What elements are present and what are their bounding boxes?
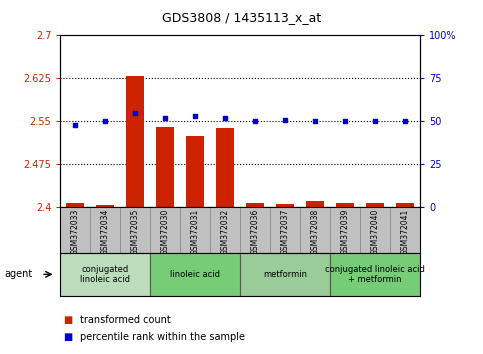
Bar <box>330 253 420 296</box>
Bar <box>241 253 330 296</box>
Bar <box>390 207 420 253</box>
Point <box>131 110 139 115</box>
Bar <box>180 207 210 253</box>
Text: transformed count: transformed count <box>80 315 170 325</box>
Bar <box>97 205 114 207</box>
Point <box>221 115 229 121</box>
Bar <box>150 253 240 296</box>
Text: conjugated linoleic acid
+ metformin: conjugated linoleic acid + metformin <box>325 265 425 284</box>
Bar <box>127 76 144 207</box>
Text: GSM372032: GSM372032 <box>221 209 230 255</box>
Bar <box>330 207 360 253</box>
Text: percentile rank within the sample: percentile rank within the sample <box>80 332 245 342</box>
Bar <box>216 128 234 207</box>
Text: ■: ■ <box>63 315 72 325</box>
Bar <box>306 201 324 207</box>
Point <box>71 122 79 127</box>
Text: conjugated
linoleic acid: conjugated linoleic acid <box>80 265 130 284</box>
Point <box>161 115 169 121</box>
Text: GSM372031: GSM372031 <box>191 209 200 255</box>
Point <box>252 119 259 124</box>
Point <box>191 113 199 119</box>
Text: GSM372037: GSM372037 <box>281 209 290 255</box>
Bar <box>276 204 294 207</box>
Bar <box>66 202 85 207</box>
Text: GSM372035: GSM372035 <box>131 209 140 255</box>
Bar <box>366 203 384 207</box>
Bar <box>360 207 390 253</box>
Text: agent: agent <box>5 269 33 279</box>
Text: GSM372030: GSM372030 <box>161 209 170 255</box>
Point <box>341 119 349 124</box>
Text: metformin: metformin <box>263 270 307 279</box>
Text: GSM372040: GSM372040 <box>371 209 380 255</box>
Text: GSM372038: GSM372038 <box>311 209 320 255</box>
Point <box>371 119 379 124</box>
Bar <box>90 207 120 253</box>
Bar <box>210 207 240 253</box>
Bar <box>396 202 414 207</box>
Bar <box>60 207 90 253</box>
Bar <box>241 207 270 253</box>
Bar <box>60 253 150 296</box>
Point <box>401 119 409 124</box>
Text: linoleic acid: linoleic acid <box>170 270 220 279</box>
Point <box>312 119 319 124</box>
Text: GDS3808 / 1435113_x_at: GDS3808 / 1435113_x_at <box>162 11 321 24</box>
Point <box>101 119 109 124</box>
Text: GSM372036: GSM372036 <box>251 209 260 255</box>
Bar <box>150 207 180 253</box>
Bar <box>246 202 264 207</box>
Text: GSM372041: GSM372041 <box>401 209 410 255</box>
Bar <box>120 207 150 253</box>
Bar <box>156 127 174 207</box>
Text: GSM372034: GSM372034 <box>101 209 110 255</box>
Text: GSM372033: GSM372033 <box>71 209 80 255</box>
Point <box>282 117 289 122</box>
Bar <box>270 207 300 253</box>
Text: GSM372039: GSM372039 <box>341 209 350 255</box>
Bar <box>300 207 330 253</box>
Bar <box>186 136 204 207</box>
Bar <box>336 203 354 207</box>
Text: ■: ■ <box>63 332 72 342</box>
